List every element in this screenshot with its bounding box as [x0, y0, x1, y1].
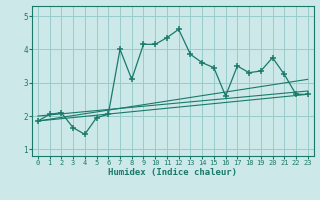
X-axis label: Humidex (Indice chaleur): Humidex (Indice chaleur): [108, 168, 237, 177]
